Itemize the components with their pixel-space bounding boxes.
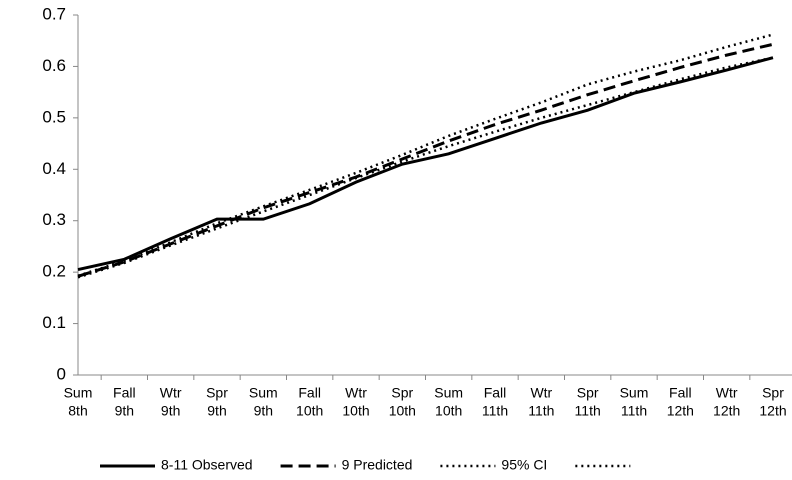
y-tick-label: 0.6 (42, 56, 66, 75)
x-tick-label: 11th (528, 403, 554, 419)
legend-label: 95% CI (501, 457, 547, 473)
x-tick-label: Fall (669, 385, 692, 401)
x-tick-label: Fall (113, 385, 136, 401)
y-tick-label: 0.5 (42, 107, 66, 126)
x-tick-label: Sum (620, 385, 649, 401)
x-tick-label: Wtr (160, 385, 182, 401)
x-tick-label: Fall (484, 385, 507, 401)
x-tick-label: 11th (575, 403, 601, 419)
x-tick-label: 12th (713, 403, 740, 419)
y-tick-label: 0.2 (42, 262, 66, 281)
x-tick-label: 9th (115, 403, 134, 419)
x-tick-label: Wtr (716, 385, 738, 401)
x-tick-label: 10th (435, 403, 462, 419)
x-tick-label: 12th (667, 403, 694, 419)
x-tick-label: 10th (342, 403, 369, 419)
x-tick-label: 9th (207, 403, 226, 419)
series-line (77, 56, 774, 279)
x-tick-label: Sum (64, 385, 93, 401)
legend-label: 9 Predicted (342, 457, 413, 473)
x-tick-label: Spr (391, 385, 413, 401)
x-tick-label: 9th (161, 403, 180, 419)
y-tick-label: 0.7 (42, 4, 66, 23)
series-line (77, 56, 774, 272)
x-tick-label: Spr (762, 385, 784, 401)
x-tick-label: Spr (206, 385, 228, 401)
legend-label: 8-11 Observed (161, 457, 253, 473)
x-tick-label: 8th (68, 403, 87, 419)
x-tick-label: 11th (621, 403, 647, 419)
x-tick-label: Wtr (345, 385, 367, 401)
x-tick-label: Sum (249, 385, 278, 401)
x-tick-label: 12th (759, 403, 786, 419)
x-tick-label: Wtr (530, 385, 552, 401)
x-tick-label: 10th (296, 403, 323, 419)
x-tick-label: 11th (482, 403, 508, 419)
x-tick-label: Spr (577, 385, 599, 401)
y-tick-label: 0.3 (42, 210, 66, 229)
x-tick-label: 10th (389, 403, 416, 419)
x-tick-label: Sum (434, 385, 463, 401)
series-line (77, 42, 774, 278)
y-tick-label: 0.4 (42, 159, 66, 178)
x-tick-label: Fall (298, 385, 321, 401)
y-tick-label: 0 (57, 364, 66, 383)
y-tick-label: 0.1 (42, 313, 66, 332)
x-tick-label: 9th (254, 403, 273, 419)
